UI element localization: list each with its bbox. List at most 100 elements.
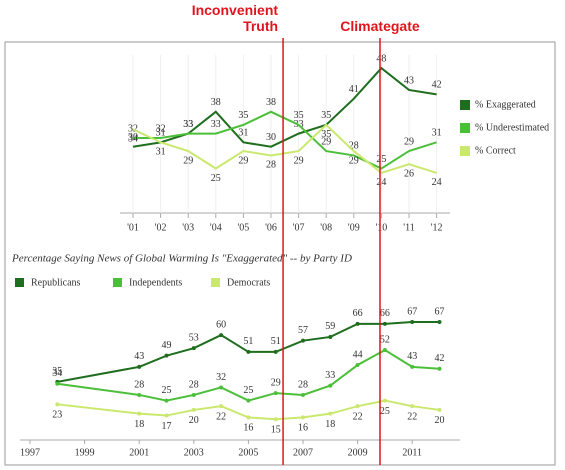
x-tick-label: 2001 xyxy=(129,447,149,458)
data-label: 18 xyxy=(325,419,335,430)
data-label: 35 xyxy=(52,366,62,377)
data-label: 34 xyxy=(128,134,138,145)
point xyxy=(410,364,415,369)
x-tick-label: '06 xyxy=(265,222,277,233)
data-label: 35 xyxy=(238,110,248,121)
x-tick-label: 2003 xyxy=(184,447,204,458)
data-label: 23 xyxy=(52,410,62,421)
data-label: 25 xyxy=(162,385,172,396)
data-label: 33 xyxy=(211,119,221,130)
data-label: 22 xyxy=(353,411,363,422)
data-label: 34 xyxy=(52,368,62,379)
point xyxy=(191,392,196,397)
x-tick-label: 2005 xyxy=(238,447,258,458)
legend-swatch xyxy=(460,123,470,133)
data-label: 20 xyxy=(435,415,445,426)
data-label: 33 xyxy=(183,119,193,130)
point xyxy=(164,413,169,418)
point xyxy=(382,348,387,353)
data-label: 25 xyxy=(243,385,253,396)
data-label: 33 xyxy=(183,119,193,130)
data-label: 16 xyxy=(243,423,253,434)
x-tick-label: '08 xyxy=(320,222,332,233)
data-label: 42 xyxy=(435,353,445,364)
data-label: 52 xyxy=(380,334,390,345)
data-label: 24 xyxy=(376,177,386,188)
x-tick-label: '03 xyxy=(182,222,194,233)
x-tick-label: '11 xyxy=(403,222,414,233)
x-tick-label: 2007 xyxy=(293,447,313,458)
point xyxy=(191,407,196,412)
data-label: 35 xyxy=(321,129,331,140)
data-label: 44 xyxy=(353,349,363,360)
data-label: 51 xyxy=(243,336,253,347)
legend-swatch xyxy=(460,146,470,156)
data-label: 49 xyxy=(162,340,172,351)
legend-label: Independents xyxy=(129,277,182,288)
point xyxy=(301,392,305,397)
x-tick-label: 1997 xyxy=(20,447,40,458)
data-label: 60 xyxy=(216,319,226,330)
data-label: 28 xyxy=(189,379,199,390)
data-label: 16 xyxy=(298,423,308,434)
data-label: 25 xyxy=(376,154,386,165)
point xyxy=(273,349,278,354)
data-label: 32 xyxy=(156,123,166,134)
data-label: 29 xyxy=(349,155,359,166)
data-label: 29 xyxy=(238,155,248,166)
point xyxy=(55,402,60,407)
data-label: 43 xyxy=(407,351,417,362)
point xyxy=(246,349,251,354)
data-label: 35 xyxy=(321,110,331,121)
data-label: 29 xyxy=(321,136,331,147)
data-label: 38 xyxy=(266,97,276,108)
data-label: 22 xyxy=(407,411,417,422)
legend-swatch xyxy=(113,278,122,287)
point xyxy=(219,333,224,338)
legend-label: % Correct xyxy=(475,145,516,156)
data-label: 35 xyxy=(294,110,304,121)
point xyxy=(219,385,224,390)
data-label: 66 xyxy=(380,308,390,319)
point xyxy=(410,319,415,324)
legend-label: Republicans xyxy=(31,277,81,288)
annotation: Inconvenient Truth xyxy=(191,2,279,34)
x-tick-label: '09 xyxy=(348,222,360,233)
legend-swatch xyxy=(460,100,470,110)
point xyxy=(328,334,333,339)
data-label: 51 xyxy=(271,336,281,347)
point xyxy=(164,398,169,403)
data-label: 30 xyxy=(266,132,276,143)
x-tick-label: 1999 xyxy=(75,447,95,458)
point xyxy=(246,398,251,403)
point xyxy=(382,398,387,403)
point xyxy=(382,321,387,326)
data-label: 48 xyxy=(376,53,386,64)
x-tick-label: '07 xyxy=(293,222,305,233)
x-tick-label: '04 xyxy=(210,222,222,233)
data-label: 15 xyxy=(271,425,281,436)
data-label: 25 xyxy=(380,406,390,417)
data-label: 20 xyxy=(189,415,199,426)
data-label: 28 xyxy=(349,141,359,152)
data-label: 42 xyxy=(432,80,442,91)
data-label: 18 xyxy=(134,419,144,430)
x-tick-label: 2011 xyxy=(402,447,422,458)
legend-swatch xyxy=(15,278,24,287)
data-label: 43 xyxy=(134,351,144,362)
data-label: 29 xyxy=(294,155,304,166)
frame xyxy=(4,41,556,466)
data-label: 29 xyxy=(183,155,193,166)
data-label: 26 xyxy=(404,168,414,179)
point xyxy=(301,338,305,343)
line xyxy=(133,110,437,170)
data-label: 41 xyxy=(349,84,359,95)
point xyxy=(437,319,442,324)
point xyxy=(164,353,169,358)
data-label: 67 xyxy=(435,306,445,317)
point xyxy=(137,411,142,416)
point xyxy=(137,392,142,397)
legend-swatch xyxy=(211,278,220,287)
data-label: 32 xyxy=(216,372,226,383)
